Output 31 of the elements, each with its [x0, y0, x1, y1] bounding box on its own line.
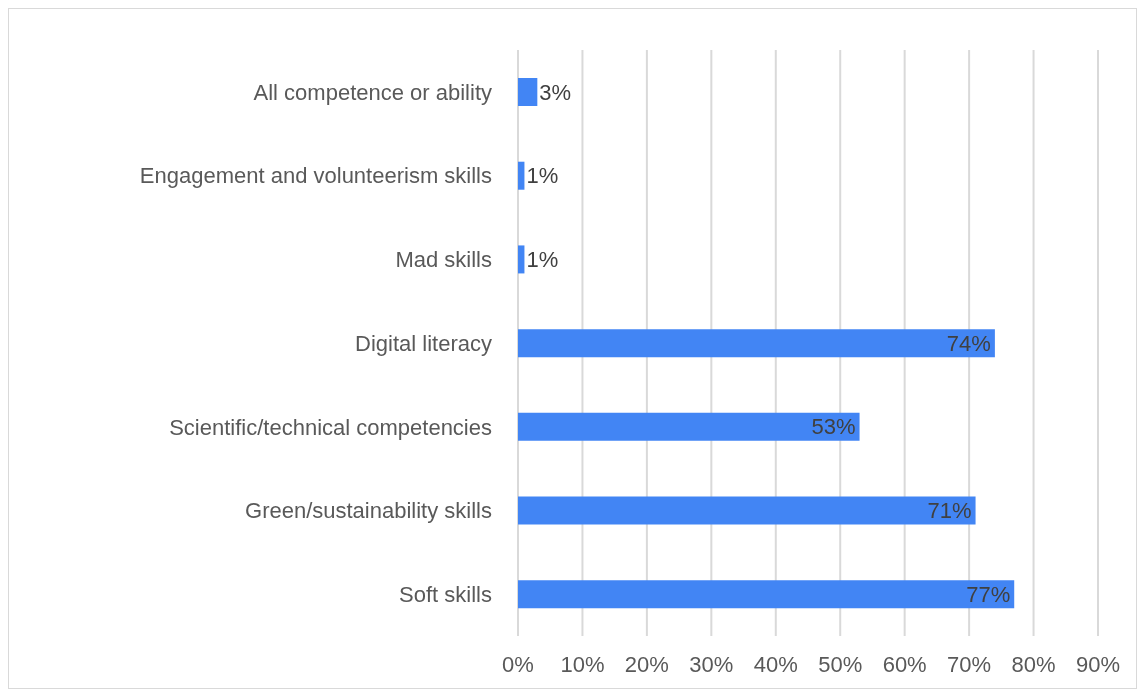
- x-tick-label: 20%: [624, 651, 669, 677]
- x-tick-label: 50%: [818, 651, 863, 677]
- x-tick-label: 60%: [882, 651, 927, 677]
- y-tick-label: Soft skills: [399, 581, 492, 607]
- bar: [518, 245, 525, 274]
- x-tick-label: 0%: [502, 651, 534, 677]
- bar: [518, 412, 860, 441]
- bar: [518, 329, 995, 358]
- bar: [518, 496, 976, 525]
- data-label: 71%: [927, 498, 972, 524]
- y-tick-label: All competence or ability: [253, 79, 492, 105]
- x-tick-label: 70%: [947, 651, 992, 677]
- data-label: 3%: [539, 79, 572, 105]
- bar: [518, 78, 538, 106]
- x-tick-label: 10%: [560, 651, 605, 677]
- data-label: 53%: [811, 414, 856, 440]
- x-tick-label: 90%: [1075, 651, 1121, 677]
- y-tick-label: Green/sustainability skills: [245, 498, 492, 524]
- bar: [518, 580, 1015, 609]
- x-tick-label: 80%: [1011, 651, 1056, 677]
- data-label: 77%: [966, 581, 1011, 607]
- data-label: 1%: [526, 163, 559, 189]
- data-label: 74%: [946, 330, 991, 356]
- y-tick-label: Digital literacy: [355, 330, 492, 356]
- data-label: 1%: [526, 246, 559, 272]
- y-tick-label: Scientific/technical competencies: [169, 414, 492, 440]
- x-tick-label: 30%: [689, 651, 734, 677]
- x-tick-label: 40%: [753, 651, 798, 677]
- y-tick-label: Engagement and volunteerism skills: [139, 163, 492, 189]
- bar: [518, 161, 525, 190]
- y-tick-label: Mad skills: [395, 247, 492, 273]
